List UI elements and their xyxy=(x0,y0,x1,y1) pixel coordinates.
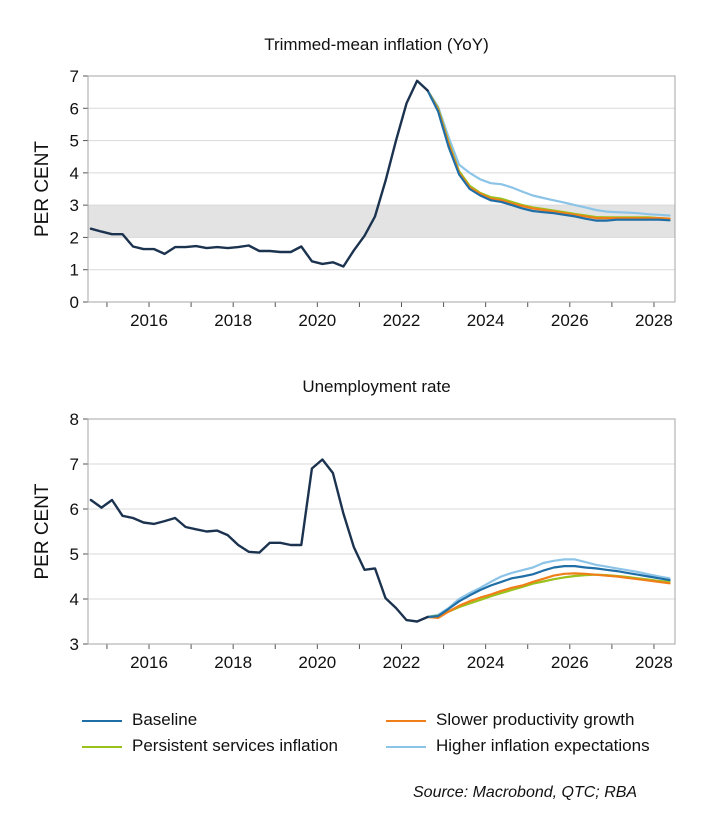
y-tick-label: 1 xyxy=(70,261,79,280)
y-tick-label: 5 xyxy=(70,132,79,151)
y-tick-label: 3 xyxy=(70,196,79,215)
x-tick-label: 2024 xyxy=(467,311,505,330)
source-note: Source: Macrobond, QTC; RBA xyxy=(413,784,638,801)
y-tick-label: 7 xyxy=(70,455,79,474)
y-tick-label: 6 xyxy=(70,500,79,519)
y-axis-label: PER CENT xyxy=(32,483,53,579)
x-tick-label: 2020 xyxy=(298,653,336,672)
series-line-slower-productivity-growth xyxy=(426,572,671,620)
unemployment-chart: 3 4 5 6 7 8 2016 2018 2020 2022 2024 2026 2028 Unempl… xyxy=(32,377,676,672)
y-tick-label: 0 xyxy=(70,293,79,312)
y-tick-label: 4 xyxy=(70,164,79,183)
y-tick-label: 3 xyxy=(70,635,79,654)
y-axis-label: PER CENT xyxy=(32,141,53,237)
x-tick-label: 2022 xyxy=(383,653,421,672)
x-tick-label: 2028 xyxy=(635,311,673,330)
x-tick-label: 2018 xyxy=(214,653,252,672)
x-tick-label: 2016 xyxy=(130,311,168,330)
y-tick-label: 6 xyxy=(70,99,79,118)
inflation-chart: 0 1 2 3 4 5 6 7 2016 2018 2020 2022 2024 2026 2028 Trim… xyxy=(32,35,676,330)
x-tick-label: 2024 xyxy=(467,653,505,672)
y-tick-label: 5 xyxy=(70,545,79,564)
x-tick-label: 2026 xyxy=(551,653,589,672)
legend-slower-productivity-swatch xyxy=(386,720,426,722)
x-tick-label: 2018 xyxy=(214,311,252,330)
y-tick-label: 8 xyxy=(70,410,79,429)
x-tick-label: 2022 xyxy=(383,311,421,330)
legend-baseline-swatch xyxy=(82,720,122,722)
y-tick-label: 2 xyxy=(70,228,79,247)
x-tick-label: 2016 xyxy=(130,653,168,672)
x-tick-label: 2028 xyxy=(635,653,673,672)
plot-frame xyxy=(87,418,676,645)
chart-title: Trimmed-mean inflation (YoY) xyxy=(264,35,489,54)
series-line-baseline xyxy=(426,564,671,619)
legend-persistent-services-label: Persistent services inflation xyxy=(132,736,338,755)
legend-slower-productivity-label: Slower productivity growth xyxy=(436,710,635,729)
target-band xyxy=(88,205,675,238)
x-tick-label: 2026 xyxy=(551,311,589,330)
series-line-baseline xyxy=(426,89,671,222)
history-line xyxy=(89,458,429,623)
x-tick-label: 2020 xyxy=(298,311,336,330)
history-line xyxy=(89,79,429,268)
y-tick-label: 4 xyxy=(70,590,79,609)
legend-higher-expectations-label: Higher inflation expectations xyxy=(436,736,650,755)
plot-frame xyxy=(87,75,676,303)
legend-persistent-services-swatch xyxy=(82,746,122,748)
series-line-higher-inflation-expectations xyxy=(426,89,671,217)
chart-title: Unemployment rate xyxy=(302,377,450,396)
series-line-higher-inflation-expectations xyxy=(426,558,671,619)
y-tick-label: 7 xyxy=(70,67,79,86)
legend-higher-expectations-swatch xyxy=(386,746,426,748)
legend-baseline-label: Baseline xyxy=(132,710,198,729)
